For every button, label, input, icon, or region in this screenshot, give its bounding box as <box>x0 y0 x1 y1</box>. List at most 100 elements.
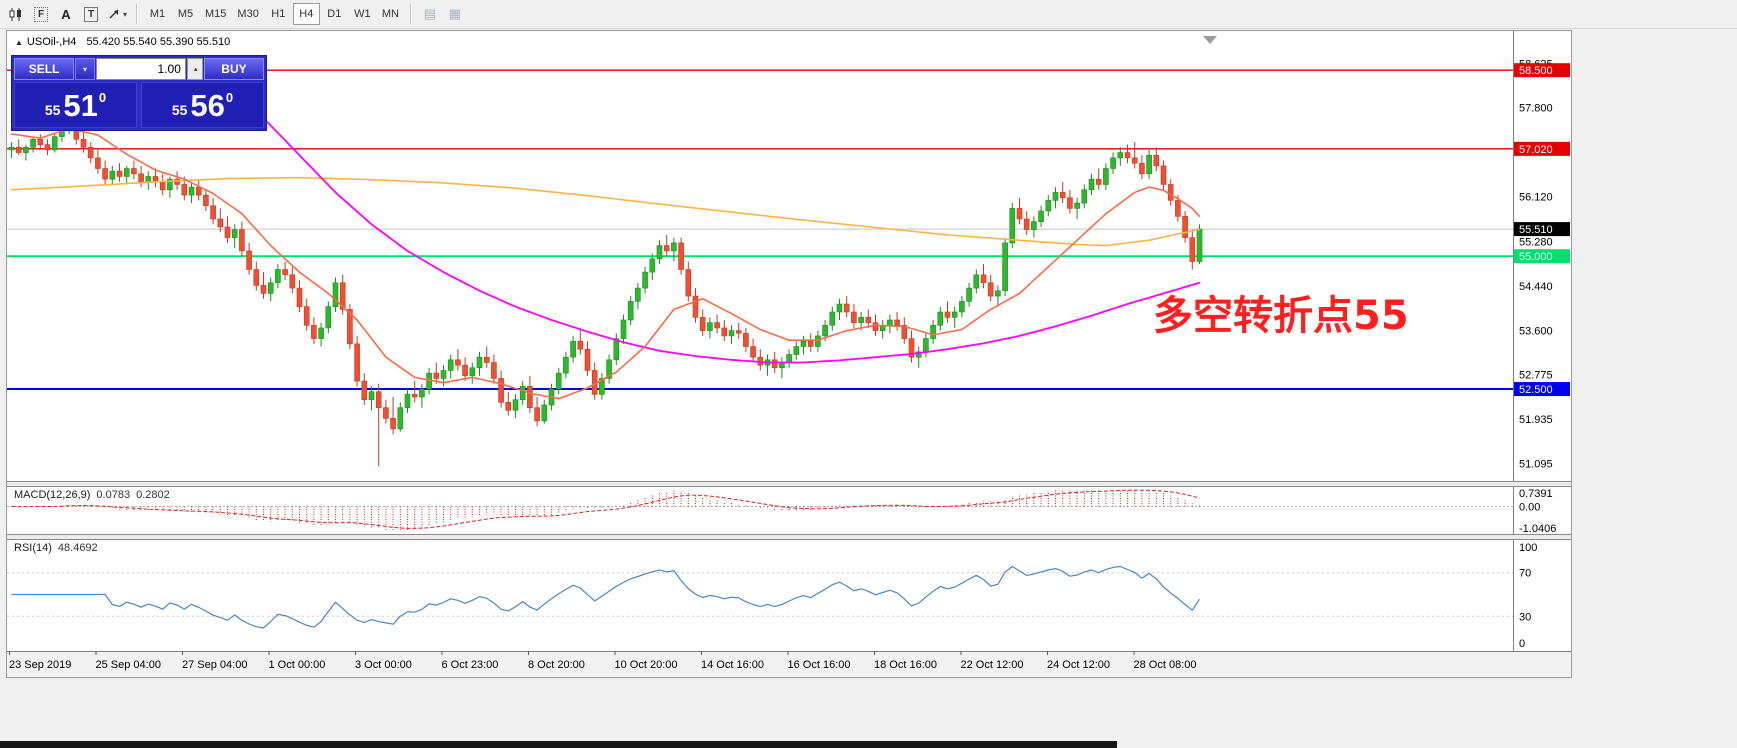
svg-text:23 Sep 2019: 23 Sep 2019 <box>9 659 71 671</box>
chart-header: ▲ USOil-,H4 55.420 55.540 55.390 55.510 <box>15 36 230 48</box>
svg-text:25 Sep 04:00: 25 Sep 04:00 <box>96 659 161 671</box>
symbol-period-label: USOil-,H4 <box>26 36 77 48</box>
svg-text:57.020: 57.020 <box>1519 144 1553 156</box>
svg-text:100: 100 <box>1519 542 1537 554</box>
candles-layer <box>8 110 1203 467</box>
current-price-tag: 55.510 <box>1514 222 1570 237</box>
svg-text:30: 30 <box>1519 611 1531 623</box>
svg-text:51.095: 51.095 <box>1519 459 1553 471</box>
svg-text:1 Oct 00:00: 1 Oct 00:00 <box>269 659 326 671</box>
macd-value-signal: 0.2802 <box>136 489 170 501</box>
t-label: T <box>83 6 99 22</box>
svg-text:10 Oct 20:00: 10 Oct 20:00 <box>615 659 678 671</box>
splitter-rsi[interactable] <box>7 534 1571 540</box>
sell-price-display[interactable]: 55 51 0 <box>14 82 137 128</box>
rsi-label: RSI(14) 48.4692 <box>14 542 98 554</box>
date-axis[interactable]: 23 Sep 2019 25 Sep 04:00 27 Sep 04:00 1 Oct… <box>9 651 1197 671</box>
rsi-panel <box>7 565 1513 629</box>
svg-text:58.500: 58.500 <box>1519 65 1553 77</box>
svg-text:16 Oct 16:00: 16 Oct 16:00 <box>788 659 851 671</box>
timeframe-w1[interactable]: W1 <box>349 3 376 25</box>
svg-text:0.00: 0.00 <box>1519 502 1540 514</box>
ma-slow-orange <box>10 176 1201 247</box>
chart-shift-marker[interactable] <box>1203 36 1217 44</box>
svg-text:55.000: 55.000 <box>1519 251 1553 263</box>
sell-price-big: 51 <box>63 87 98 123</box>
price-tag-52.500: 52.500 <box>1514 382 1570 397</box>
toolbar-separator <box>136 4 139 24</box>
timeframe-m5[interactable]: M5 <box>172 3 199 25</box>
a-label: A <box>61 6 71 22</box>
trade-panel-volume-row: SELL ▾ ▴ BUY <box>14 58 265 80</box>
candlestick-chart-icon[interactable] <box>4 3 28 25</box>
svg-text:52.500: 52.500 <box>1519 384 1553 396</box>
volume-decrease-button[interactable]: ▾ <box>75 58 95 80</box>
price-tag-58.500: 58.500 <box>1514 63 1570 78</box>
macd-name: MACD(12,26,9) <box>14 489 91 501</box>
pointer-tool-icon[interactable]: ▾ <box>104 3 130 25</box>
toolbar-extra-icon-1[interactable]: ▤ <box>418 3 442 25</box>
timeframe-m1[interactable]: M1 <box>144 3 171 25</box>
trade-panel-price-row: 55 51 0 55 56 0 <box>14 82 264 128</box>
pointer-glyph <box>109 9 119 19</box>
buy-price-sup: 0 <box>225 89 234 105</box>
volume-input[interactable] <box>95 58 186 80</box>
svg-text:3 Oct 00:00: 3 Oct 00:00 <box>355 659 412 671</box>
timeframe-h4[interactable]: H4 <box>292 3 320 25</box>
timeframe-m30[interactable]: M30 <box>232 3 263 25</box>
svg-text:51.935: 51.935 <box>1519 414 1553 426</box>
buy-price-big: 56 <box>190 87 225 123</box>
splitter-macd[interactable] <box>7 481 1571 487</box>
grid-indicator-icon[interactable]: F <box>29 3 53 25</box>
svg-text:28 Oct 08:00: 28 Oct 08:00 <box>1134 659 1197 671</box>
sell-button[interactable]: SELL <box>14 58 75 80</box>
svg-text:0: 0 <box>1519 638 1525 650</box>
rsi-axis: 100 70 30 0 <box>1519 542 1537 650</box>
price-tag-55.000: 55.000 <box>1514 249 1570 264</box>
chart-text-annotation: 多空转折点55 <box>1153 293 1409 339</box>
timeframe-mn[interactable]: MN <box>377 3 404 25</box>
svg-text:14 Oct 16:00: 14 Oct 16:00 <box>701 659 764 671</box>
price-axis[interactable]: 58.62557.80056.12055.28054.44053.60052.7… <box>1513 31 1553 651</box>
bottom-bar <box>0 741 1117 748</box>
svg-text:27 Sep 04:00: 27 Sep 04:00 <box>182 659 247 671</box>
svg-text:-1.0406: -1.0406 <box>1519 523 1556 535</box>
svg-text:56.120: 56.120 <box>1519 192 1553 204</box>
ma-long-magenta <box>226 72 1201 364</box>
text-tool-icon[interactable]: T <box>79 3 103 25</box>
rsi-name: RSI(14) <box>14 542 52 554</box>
timeframe-m15[interactable]: M15 <box>200 3 231 25</box>
toolbar-extra-icon-2[interactable]: ▦ <box>443 3 467 25</box>
buy-button[interactable]: BUY <box>203 58 265 80</box>
macd-label: MACD(12,26,9) 0.0783 0.2802 <box>14 489 170 501</box>
date-axis-background <box>7 651 1571 677</box>
svg-text:55.280: 55.280 <box>1519 236 1553 248</box>
svg-text:52.775: 52.775 <box>1519 369 1553 381</box>
svg-text:22 Oct 12:00: 22 Oct 12:00 <box>961 659 1024 671</box>
collapse-icon[interactable]: ▲ <box>15 38 23 47</box>
buy-price-display[interactable]: 55 56 0 <box>141 82 264 128</box>
svg-text:70: 70 <box>1519 568 1531 580</box>
macd-panel <box>7 489 1513 532</box>
grid-f-label: F <box>33 6 49 22</box>
svg-text:8 Oct 20:00: 8 Oct 20:00 <box>528 659 585 671</box>
timeframe-h1[interactable]: H1 <box>265 3 292 25</box>
svg-text:53.600: 53.600 <box>1519 326 1553 338</box>
svg-text:18 Oct 16:00: 18 Oct 16:00 <box>874 659 937 671</box>
svg-text:24 Oct 12:00: 24 Oct 12:00 <box>1047 659 1110 671</box>
rsi-value: 48.4692 <box>57 542 98 554</box>
volume-increase-button[interactable]: ▴ <box>186 58 203 80</box>
chevron-down-icon: ▾ <box>123 9 128 19</box>
price-chart-svg[interactable]: 58.62557.80056.12055.28054.44053.60052.7… <box>7 31 1571 677</box>
buy-price-prefix: 55 <box>171 102 188 118</box>
svg-text:0.7391: 0.7391 <box>1519 488 1553 500</box>
svg-text:6 Oct 23:00: 6 Oct 23:00 <box>442 659 499 671</box>
timeframe-d1[interactable]: D1 <box>321 3 348 25</box>
svg-text:54.440: 54.440 <box>1519 281 1553 293</box>
ohlc-values: 55.420 55.540 55.390 55.510 <box>86 36 231 48</box>
toolbar-separator <box>409 4 412 24</box>
candles-glyph <box>9 7 21 21</box>
annotation-a-icon[interactable]: A <box>54 3 78 25</box>
svg-text:55.510: 55.510 <box>1519 224 1553 236</box>
chart-window[interactable]: 58.62557.80056.12055.28054.44053.60052.7… <box>6 30 1572 678</box>
